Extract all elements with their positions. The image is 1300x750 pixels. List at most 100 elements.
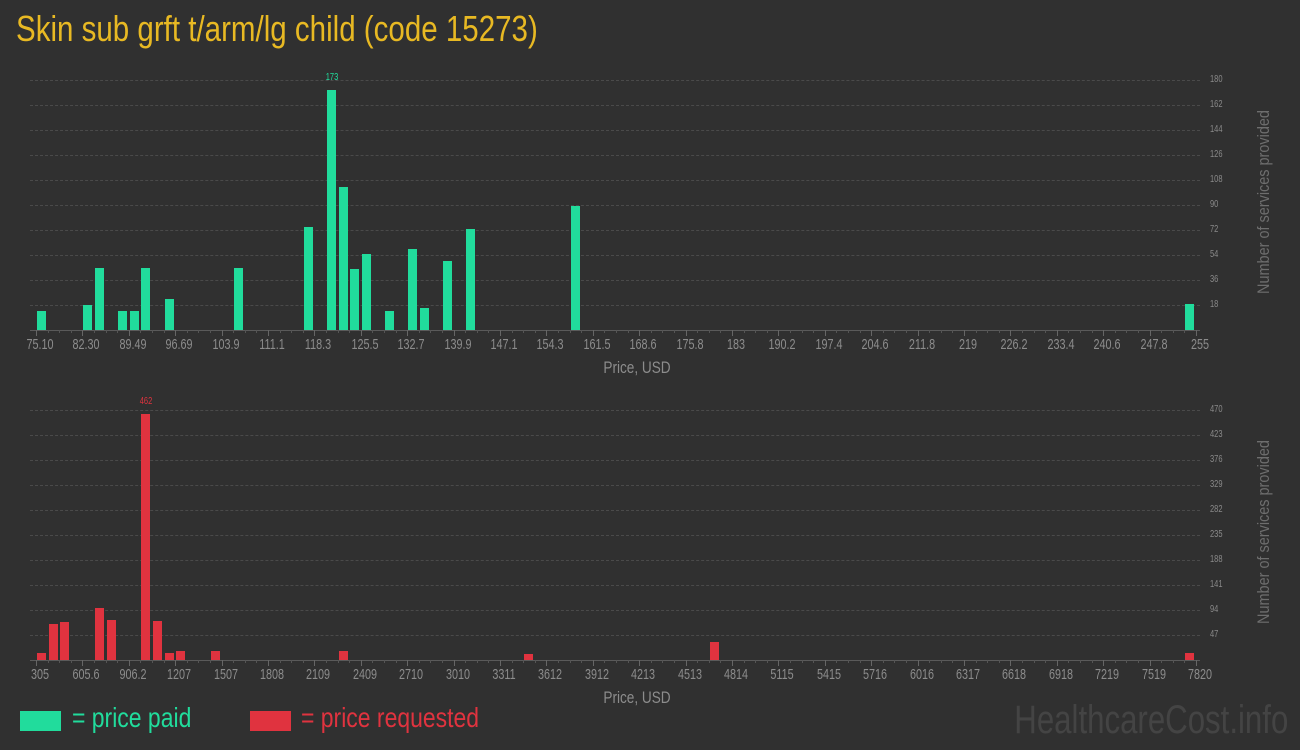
- x-minor-tick: [279, 660, 281, 663]
- x-minor-tick: [302, 330, 304, 333]
- x-tick-mark: [1196, 660, 1197, 666]
- x-minor-tick: [210, 660, 211, 663]
- x-minor-tick: [326, 330, 327, 333]
- y-tick-label: 180: [1210, 74, 1223, 85]
- x-tick-label: 118.3: [305, 336, 332, 353]
- x-minor-tick: [210, 330, 211, 333]
- gridline: [30, 255, 1200, 256]
- gridline: [30, 280, 1200, 281]
- gridline: [30, 585, 1200, 586]
- x-minor-tick: [708, 660, 710, 663]
- x-minor-tick: [1091, 660, 1093, 663]
- x-minor-tick: [848, 660, 849, 663]
- plot-area: 47 94 141 188 235 282 329 376 423 470 305 605.6 906.…: [30, 396, 1223, 683]
- y-tick-label: 54: [1210, 249, 1219, 260]
- x-minor-tick: [674, 660, 675, 663]
- x-tick-mark: [82, 660, 84, 666]
- x-minor-tick: [1091, 330, 1093, 333]
- x-minor-tick: [894, 330, 896, 333]
- gridline: [30, 485, 1200, 486]
- y-tick-label: 47: [1210, 629, 1219, 640]
- x-minor-tick: [1114, 660, 1116, 663]
- x-minor-tick: [337, 660, 339, 663]
- bar: [141, 267, 151, 330]
- x-minor-tick: [233, 660, 235, 663]
- x-tick-mark: [824, 330, 826, 336]
- bar: [95, 267, 105, 330]
- x-tick-label: 6918: [1048, 666, 1073, 683]
- gridline: [30, 610, 1200, 611]
- x-minor-tick: [430, 330, 432, 333]
- x-tick-mark: [592, 330, 594, 336]
- x-minor-tick: [163, 330, 165, 333]
- x-tick-label: 1507: [213, 666, 238, 683]
- gridline: [30, 155, 1200, 156]
- x-minor-tick: [418, 660, 420, 663]
- y-tick-label: 162: [1210, 99, 1223, 110]
- gridline: [30, 460, 1200, 461]
- bar: [176, 651, 186, 660]
- x-tick-label: 4213: [631, 666, 656, 683]
- x-tick-mark: [964, 330, 965, 336]
- bar: [350, 268, 360, 330]
- x-minor-tick: [743, 660, 745, 663]
- bar: [48, 623, 58, 660]
- x-tick-mark: [82, 330, 84, 336]
- x-minor-tick: [465, 330, 467, 333]
- legend-swatch-paid: [20, 711, 61, 731]
- x-minor-tick: [59, 660, 61, 663]
- y-tick-label: 188: [1210, 554, 1223, 565]
- x-minor-tick: [1080, 660, 1081, 663]
- bar: [420, 307, 429, 330]
- bar: [37, 310, 46, 330]
- x-minor-tick: [1022, 660, 1023, 663]
- watermark: HealthcareCost.info: [1013, 698, 1288, 742]
- x-tick-mark: [639, 660, 641, 666]
- gridline: [30, 435, 1200, 436]
- x-minor-tick: [476, 330, 478, 333]
- x-minor-tick: [998, 330, 1000, 333]
- x-minor-tick: [1022, 330, 1023, 333]
- x-tick-label: 2710: [399, 666, 424, 683]
- x-minor-tick: [534, 660, 536, 663]
- y-tick-label: 423: [1210, 429, 1223, 440]
- x-minor-tick: [836, 660, 838, 663]
- gridline: [30, 80, 1200, 81]
- bar: [234, 267, 244, 330]
- bar: [466, 228, 476, 330]
- x-tick-mark: [1010, 660, 1012, 666]
- x-minor-tick: [662, 330, 664, 333]
- peak-value-label: 462: [139, 396, 153, 408]
- x-tick-label: 305: [30, 666, 50, 683]
- bar: [164, 299, 174, 330]
- x-tick-label: 190.2: [768, 336, 796, 353]
- x-minor-tick: [384, 660, 385, 663]
- x-minor-tick: [940, 660, 942, 663]
- x-minor-tick: [836, 330, 838, 333]
- x-tick-mark: [1056, 660, 1058, 666]
- x-minor-tick: [1114, 330, 1116, 333]
- x-tick-label: 240.6: [1093, 336, 1121, 353]
- page-title: Skin sub grft t/arm/lg child (code 15273…: [16, 8, 538, 49]
- x-minor-tick: [987, 330, 989, 333]
- x-minor-tick: [662, 660, 664, 663]
- x-tick-label: 7219: [1095, 666, 1120, 683]
- bar: [338, 650, 348, 660]
- y-tick-label: 470: [1210, 404, 1223, 415]
- y-tick-label: 36: [1210, 274, 1219, 285]
- x-minor-tick: [534, 330, 536, 333]
- x-minor-tick: [59, 330, 61, 333]
- x-minor-tick: [650, 330, 652, 333]
- x-tick-mark: [685, 660, 687, 666]
- x-minor-tick: [349, 330, 351, 333]
- x-tick-mark: [685, 330, 687, 336]
- x-minor-tick: [1161, 330, 1163, 333]
- bar: [338, 186, 348, 330]
- x-tick-mark: [407, 660, 409, 666]
- x-minor-tick: [766, 660, 768, 663]
- peak-value-label: 173: [325, 71, 338, 83]
- x-minor-tick: [1172, 660, 1174, 663]
- x-tick-label: 233.4: [1047, 336, 1075, 353]
- x-minor-tick: [152, 660, 153, 663]
- x-tick-label: 5115: [770, 666, 795, 683]
